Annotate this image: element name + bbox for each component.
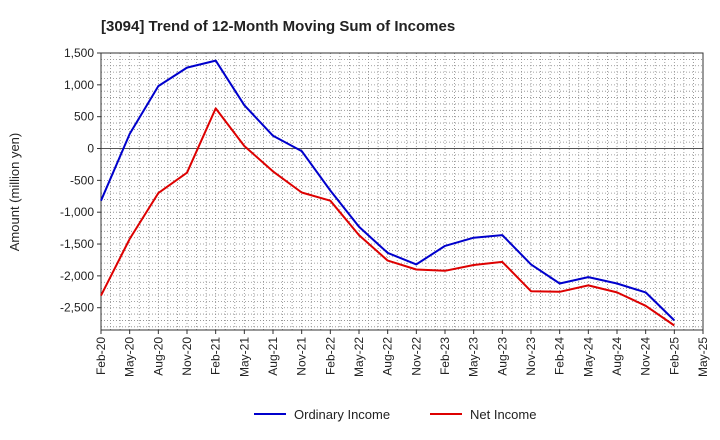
y-tick-label: 1,000 <box>64 78 94 92</box>
x-tick-label: Feb-22 <box>323 337 337 375</box>
legend-label-net-income: Net Income <box>470 407 536 422</box>
series-line-net-income <box>100 107 675 327</box>
y-tick-label: -2,000 <box>60 269 94 283</box>
x-tick-label: May-21 <box>237 337 251 377</box>
x-tick-label: Nov-23 <box>524 337 538 376</box>
y-tick-label: 500 <box>74 110 94 124</box>
x-tick-label: May-20 <box>123 337 137 377</box>
legend-label-ordinary-income: Ordinary Income <box>294 407 390 422</box>
x-tick-label: Feb-25 <box>667 337 681 375</box>
chart-title: [3094] Trend of 12-Month Moving Sum of I… <box>101 18 455 35</box>
x-tick-label: Aug-21 <box>266 337 280 376</box>
plot-background <box>101 53 703 330</box>
x-tick-label: Aug-23 <box>495 337 509 376</box>
x-tick-label: Feb-20 <box>94 337 108 375</box>
series-line-ordinary-income <box>100 59 675 322</box>
x-tick-label: May-22 <box>352 337 366 377</box>
x-tick-label: Aug-22 <box>381 337 395 376</box>
x-tick-label: May-24 <box>581 337 595 377</box>
y-tick-label: -1,500 <box>60 237 94 251</box>
x-tick-label: May-23 <box>467 337 481 377</box>
y-tick-label: -500 <box>70 173 94 187</box>
x-tick-label: Aug-20 <box>151 337 165 376</box>
y-axis-label: Amount (million yen) <box>7 133 22 252</box>
y-tick-label: -2,500 <box>60 301 94 315</box>
legend: Ordinary Income Net Income <box>254 407 536 422</box>
x-tick-label: Aug-24 <box>610 337 624 376</box>
plot-area: 1,500 1,000 500 0 -500 -1,000 -1,500 -2,000 -2,5… <box>60 46 710 377</box>
x-tick-label: Nov-24 <box>639 337 653 376</box>
plot-frame <box>100 52 704 331</box>
x-tick-label: May-25 <box>696 337 710 377</box>
x-tick-label: Feb-23 <box>438 337 452 375</box>
y-tick-label: -1,000 <box>60 205 94 219</box>
x-tick-label: Feb-21 <box>209 337 223 375</box>
x-tick-label: Nov-20 <box>180 337 194 376</box>
y-tick-label: 0 <box>87 142 94 156</box>
x-tick-label: Nov-22 <box>409 337 423 376</box>
x-tick-label: Nov-21 <box>295 337 309 376</box>
y-tick-label: 1,500 <box>64 46 94 60</box>
x-tick-label: Feb-24 <box>553 337 567 375</box>
